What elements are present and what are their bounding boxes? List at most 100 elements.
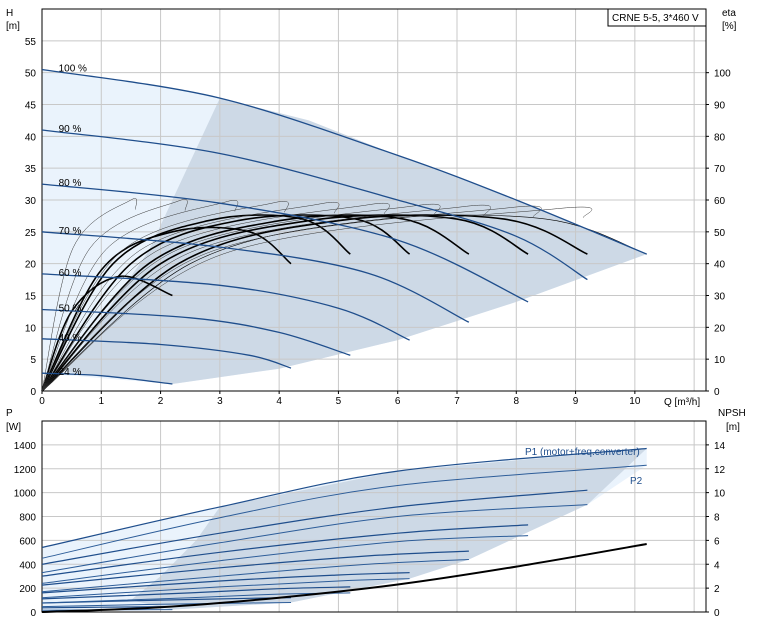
recommended-operating-area: [65, 98, 647, 384]
y-left-label-head: H: [6, 8, 13, 19]
y-right-tick-label: 10: [714, 355, 726, 366]
y-left-label-power: P: [6, 408, 13, 419]
head-curve: [41, 372, 173, 385]
y-right-tick-label: 0: [714, 608, 720, 619]
eta-curve: [41, 226, 292, 392]
y-right-tick-label: 14: [714, 441, 726, 452]
speed-label: 70 %: [59, 226, 82, 237]
y-left-tick-label: 0: [30, 387, 36, 398]
y-right-tick-label: 40: [714, 260, 726, 271]
y-right-tick-label: 70: [714, 164, 726, 175]
y-left-tick-label: 800: [19, 513, 36, 524]
p1-curve: [41, 524, 529, 577]
y-right-tick-label: 6: [714, 536, 720, 547]
x-tick-label: 3: [217, 396, 223, 407]
eta-fan-curve: [41, 202, 340, 392]
y-left-tick-label: 55: [25, 37, 37, 48]
y-right-tick-label: 4: [714, 560, 720, 571]
head-curve: [41, 308, 351, 356]
y-left-tick-label: 400: [19, 560, 36, 571]
head-curve: [41, 129, 588, 281]
eta-curve: [41, 275, 173, 392]
eta-fan-curve: [41, 199, 188, 392]
y-right-tick-label: 10: [714, 489, 726, 500]
y-left-tick-label: 1400: [14, 441, 37, 452]
head-chart-ticks: 0 1 2 3 4 5 6 7 8 9 100510152025303540455055010203…: [25, 37, 731, 407]
y-right-tick-label: 90: [714, 101, 726, 112]
x-tick-label: 1: [99, 396, 105, 407]
eta-curve: [41, 214, 529, 392]
p2-curve: [41, 559, 469, 593]
p2-curve: [41, 504, 588, 574]
speed-label: 24 %: [59, 367, 82, 378]
x-tick-label: 7: [454, 396, 460, 407]
x-tick-label: 2: [158, 396, 164, 407]
p2-series-label: P2: [630, 476, 643, 487]
speed-label: 60 %: [59, 268, 82, 279]
eta-fan-curve: [41, 203, 441, 392]
x-tick-label: 9: [573, 396, 579, 407]
y-right-tick-label: 12: [714, 465, 726, 476]
p2-curve: [41, 535, 529, 584]
p1-series-label: P1 (motor+freq.converter): [525, 447, 640, 458]
y-right-unit-npsh: [m]: [726, 422, 740, 433]
y-left-tick-label: 45: [25, 101, 37, 112]
eta-fan-curve: [41, 201, 289, 392]
x-tick-label: 5: [336, 396, 342, 407]
y-left-tick-label: 50: [25, 69, 37, 80]
y-left-tick-label: 0: [30, 608, 36, 619]
head-curves: [41, 68, 647, 385]
speed-label: 90 %: [59, 124, 82, 135]
speed-label: 40 %: [59, 333, 82, 344]
eta-curve: [41, 214, 351, 392]
y-left-tick-label: 1200: [14, 465, 37, 476]
y-left-tick-label: 25: [25, 228, 37, 239]
x-axis-label: Q [m³/h]: [664, 397, 700, 408]
chart-title: CRNE 5-5, 3*460 V: [612, 13, 699, 24]
p1-curve: [41, 489, 588, 565]
y-left-tick-label: 1000: [14, 489, 37, 500]
y-right-label-eta: eta: [722, 8, 736, 19]
operating-range-shading: [42, 69, 647, 384]
p2-curve: [41, 464, 647, 559]
eta-curve: [41, 214, 647, 392]
y-left-tick-label: 15: [25, 292, 37, 303]
p1-curve: [41, 550, 469, 586]
head-curve: [41, 273, 410, 341]
power-chart-ticks: 0 200 400 600 800 1000 1200 1400 0 2 4 6 8 10 12 14: [14, 441, 726, 619]
speed-labels: 100 % 90 % 80 % 70 % 60 % 50 % 40 % 24 %: [59, 63, 87, 378]
speed-label: 50 %: [59, 304, 82, 315]
title-box: [607, 8, 707, 27]
y-right-label-npsh: NPSH: [718, 408, 746, 419]
head-curve: [41, 68, 647, 255]
y-left-unit-head: [m]: [6, 21, 20, 32]
eta-fan-curve: [41, 206, 593, 392]
head-curve: [41, 231, 470, 323]
x-tick-label: 0: [39, 396, 45, 407]
y-right-tick-label: 60: [714, 196, 726, 207]
y-left-tick-label: 30: [25, 196, 37, 207]
eta-fan-curve: [41, 203, 390, 392]
p1-curve: [41, 586, 351, 600]
power-chart-grid: [41, 420, 707, 613]
p2-curve: [41, 578, 410, 599]
x-tick-label: 6: [395, 396, 401, 407]
eta-fan-curve: [41, 204, 491, 392]
y-left-tick-label: 200: [19, 584, 36, 595]
y-right-tick-label: 0: [714, 387, 720, 398]
y-right-tick-label: 100: [714, 69, 731, 80]
head-chart-grid: [41, 8, 707, 392]
x-tick-label: 8: [514, 396, 520, 407]
y-right-tick-label: 30: [714, 292, 726, 303]
y-right-tick-label: 8: [714, 513, 720, 524]
p1-curve: [41, 447, 647, 549]
p2-curve: [41, 602, 292, 608]
y-right-tick-label: 50: [714, 228, 726, 239]
y-left-tick-label: 5: [30, 355, 36, 366]
eta-curve: [41, 214, 411, 392]
y-left-tick-label: 35: [25, 164, 37, 175]
y-left-tick-label: 40: [25, 132, 37, 143]
speed-label: 80 %: [59, 178, 82, 189]
p1-curve: [41, 572, 410, 594]
